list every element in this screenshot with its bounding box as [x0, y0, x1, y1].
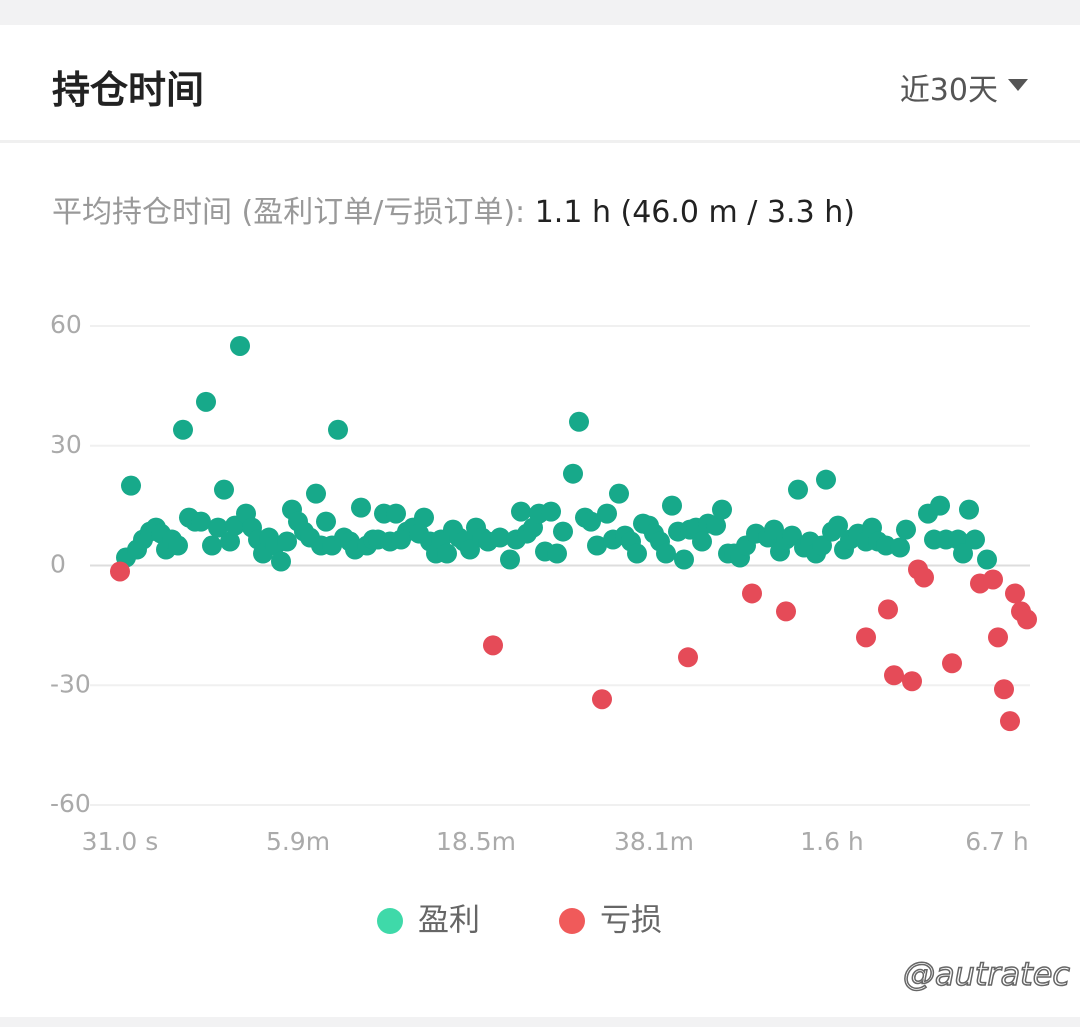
point [581, 511, 601, 532]
legend-label: 亏损 [600, 903, 662, 939]
point [271, 551, 291, 572]
point [483, 635, 503, 656]
point [168, 535, 188, 556]
point [553, 521, 573, 542]
x-tick-label: 6.7 h [965, 827, 1029, 856]
point [890, 537, 910, 558]
point [277, 531, 297, 552]
point [173, 419, 193, 440]
point [597, 503, 617, 524]
point [706, 515, 726, 536]
y-tick-label: -30 [50, 669, 91, 698]
point [942, 653, 962, 674]
point [214, 479, 234, 500]
point [884, 665, 904, 686]
point [1000, 711, 1020, 732]
point [592, 689, 612, 710]
point [490, 527, 510, 548]
x-tick-label: 31.0 s [82, 827, 159, 856]
point [230, 335, 250, 356]
point [776, 601, 796, 622]
point [712, 499, 732, 520]
point [983, 569, 1003, 590]
point [587, 535, 607, 556]
point [541, 501, 561, 522]
point [191, 511, 211, 532]
y-tick-label: 30 [50, 430, 82, 459]
point [988, 627, 1008, 648]
point [306, 483, 326, 504]
point [828, 515, 848, 536]
point [202, 535, 222, 556]
summary: 平均持仓时间 (盈利订单/亏损订单): 1.1 h (46.0 m / 3.3 … [52, 187, 855, 231]
point [511, 501, 531, 522]
point [351, 497, 371, 518]
point [1017, 609, 1037, 630]
point [547, 543, 567, 564]
point [914, 567, 934, 588]
legend-marker [377, 908, 403, 934]
point [627, 543, 647, 564]
point [1005, 583, 1025, 604]
summary-label: 平均持仓时间 (盈利订单/亏损订单): [52, 195, 526, 230]
watermark: @autratec [902, 954, 1071, 994]
y-tick-label: 60 [50, 310, 82, 339]
point [208, 517, 228, 538]
point [662, 495, 682, 516]
legend-label: 盈利 [418, 903, 480, 939]
point [878, 599, 898, 620]
point [678, 647, 698, 668]
point [563, 463, 583, 484]
title: 持仓时间 [52, 68, 205, 112]
point [896, 519, 916, 540]
point [994, 679, 1014, 700]
point [121, 475, 141, 496]
point [953, 543, 973, 564]
point [414, 507, 434, 528]
summary-value: 1.1 h (46.0 m / 3.3 h) [534, 195, 855, 230]
point [674, 549, 694, 570]
point [386, 503, 406, 524]
period-dropdown[interactable]: 近30天 [899, 73, 998, 108]
point [656, 543, 676, 564]
x-tick-label: 1.6 h [800, 827, 864, 856]
point [959, 499, 979, 520]
point [788, 479, 808, 500]
point [742, 583, 762, 604]
point [437, 543, 457, 564]
legend-marker [559, 908, 585, 934]
point [812, 535, 832, 556]
point [609, 483, 629, 504]
point [856, 627, 876, 648]
point [816, 469, 836, 490]
point [196, 391, 216, 412]
point [965, 529, 985, 550]
point [316, 511, 336, 532]
point [220, 531, 240, 552]
x-tick-label: 18.5m [436, 827, 516, 856]
point [110, 561, 130, 582]
point [977, 549, 997, 570]
y-tick-label: -60 [50, 789, 91, 818]
dropdown-arrow[interactable] [1008, 79, 1028, 91]
header: 持仓时间 近30天 [0, 25, 1080, 143]
x-tick-label: 38.1m [614, 827, 694, 856]
x-tick-label: 5.9m [266, 827, 330, 856]
point [569, 411, 589, 432]
point [930, 495, 950, 516]
point [500, 549, 520, 570]
point [902, 671, 922, 692]
point [692, 531, 712, 552]
y-tick-label: 0 [50, 550, 66, 579]
point [328, 419, 348, 440]
